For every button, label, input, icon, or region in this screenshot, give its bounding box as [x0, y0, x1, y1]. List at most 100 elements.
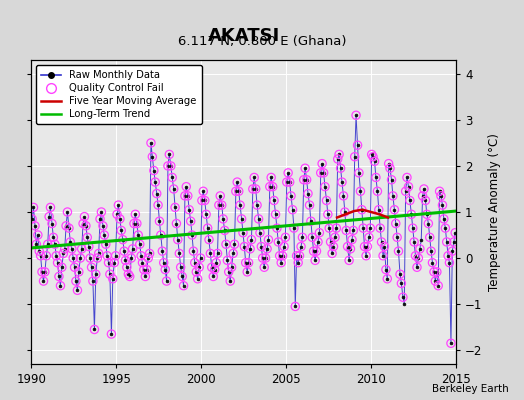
Point	[427, 248, 435, 254]
Point	[147, 140, 155, 146]
Point	[376, 225, 384, 231]
Point	[39, 278, 48, 284]
Point	[121, 257, 129, 264]
Point	[336, 165, 345, 172]
Point	[196, 255, 205, 261]
Point	[223, 257, 232, 264]
Point	[191, 260, 199, 266]
Point	[403, 174, 411, 181]
Point	[261, 255, 270, 261]
Point	[416, 246, 424, 252]
Point	[188, 232, 196, 238]
Point	[255, 216, 263, 222]
Point	[332, 225, 341, 231]
Point	[127, 255, 136, 261]
Point	[192, 269, 201, 275]
Point	[264, 236, 272, 243]
Point	[305, 202, 314, 208]
Point	[440, 216, 448, 222]
Point	[97, 209, 105, 215]
Point	[54, 273, 63, 280]
Point	[155, 218, 163, 224]
Point	[304, 190, 312, 197]
Point	[130, 220, 138, 227]
Point	[425, 234, 434, 240]
Point	[203, 225, 212, 231]
Point	[430, 269, 438, 275]
Point	[300, 176, 308, 183]
Point	[298, 234, 307, 240]
Point	[243, 269, 252, 275]
Point	[386, 165, 394, 172]
Point	[131, 211, 139, 218]
Point	[278, 252, 287, 259]
Point	[72, 278, 80, 284]
Point	[144, 255, 152, 261]
Y-axis label: Temperature Anomaly (°C): Temperature Anomaly (°C)	[488, 133, 501, 291]
Point	[38, 269, 46, 275]
Point	[410, 239, 418, 245]
Point	[443, 239, 451, 245]
Point	[263, 246, 271, 252]
Point	[244, 260, 253, 266]
Point	[34, 232, 42, 238]
Point	[302, 176, 311, 183]
Point	[43, 241, 52, 248]
Point	[451, 230, 460, 236]
Point	[240, 243, 248, 250]
Point	[297, 243, 305, 250]
Point	[175, 250, 183, 257]
Point	[406, 197, 414, 204]
Point	[377, 239, 386, 245]
Point	[99, 223, 107, 229]
Point	[202, 211, 210, 218]
Point	[286, 179, 294, 185]
Point	[291, 303, 299, 310]
Point	[307, 218, 315, 224]
Point	[353, 142, 362, 148]
Point	[235, 188, 243, 194]
Point	[318, 160, 326, 167]
Point	[382, 266, 390, 273]
Point	[74, 269, 83, 275]
Point	[205, 236, 213, 243]
Point	[151, 179, 159, 185]
Point	[96, 216, 104, 222]
Point	[349, 227, 357, 234]
Point	[103, 252, 112, 259]
Point	[148, 154, 157, 160]
Point	[66, 239, 74, 245]
Point	[266, 184, 274, 190]
Point	[80, 214, 89, 220]
Point	[434, 282, 442, 289]
Point	[104, 260, 113, 266]
Point	[270, 197, 278, 204]
Point	[159, 260, 168, 266]
Point	[108, 276, 117, 282]
Point	[352, 112, 360, 118]
Point	[246, 246, 254, 252]
Point	[168, 174, 177, 181]
Point	[165, 151, 173, 158]
Text: Berkeley Earth: Berkeley Earth	[432, 384, 508, 394]
Point	[335, 151, 343, 158]
Point	[189, 248, 198, 254]
Legend: Raw Monthly Data, Quality Control Fail, Five Year Moving Average, Long-Term Tren: Raw Monthly Data, Quality Control Fail, …	[37, 65, 202, 124]
Point	[351, 154, 359, 160]
Point	[161, 266, 169, 273]
Point	[123, 264, 131, 270]
Point	[157, 232, 165, 238]
Point	[92, 271, 100, 277]
Point	[35, 248, 43, 254]
Point	[311, 257, 319, 264]
Point	[112, 252, 120, 259]
Point	[345, 257, 353, 264]
Point	[41, 269, 49, 275]
Point	[361, 243, 369, 250]
Point	[102, 241, 110, 248]
Point	[294, 260, 302, 266]
Point	[424, 220, 433, 227]
Point	[284, 170, 292, 176]
Point	[322, 197, 331, 204]
Point	[221, 227, 229, 234]
